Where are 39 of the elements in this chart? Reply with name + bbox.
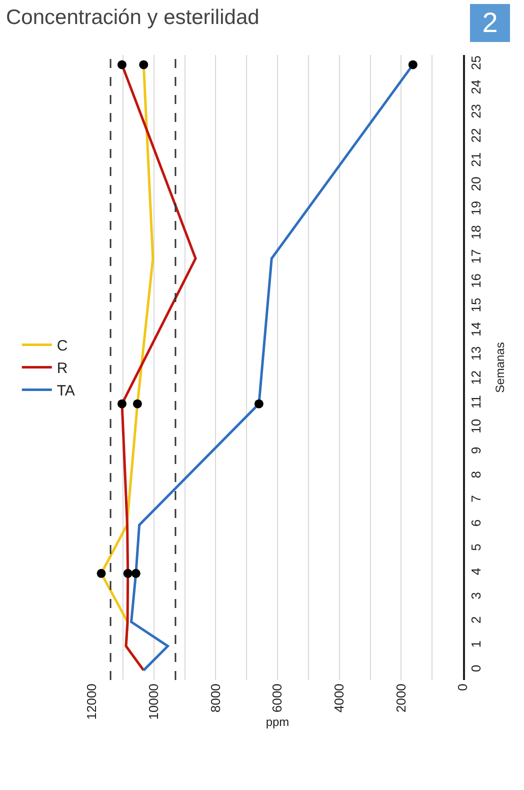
y-tick-label: 0 bbox=[468, 664, 484, 672]
x-tick-label: 8000 bbox=[208, 684, 223, 713]
y-tick-label: 11 bbox=[468, 395, 484, 409]
y-tick-label: 2 bbox=[468, 616, 484, 624]
y-tick-label: 16 bbox=[468, 274, 484, 288]
y-tick-label: 22 bbox=[468, 128, 484, 143]
y-axis-title: Semanas bbox=[493, 342, 507, 393]
y-tick-label: 1 bbox=[468, 640, 484, 648]
y-tick-label: 10 bbox=[468, 418, 484, 434]
y-tick-label: 7 bbox=[468, 495, 484, 502]
x-tick-label: 2000 bbox=[393, 684, 408, 713]
x-tick-label: 10000 bbox=[146, 684, 162, 720]
y-tick-label: 18 bbox=[468, 225, 484, 240]
legend-label: R bbox=[56, 360, 68, 378]
y-tick-label: 9 bbox=[468, 446, 484, 454]
y-tick-label: 8 bbox=[468, 470, 484, 478]
x-tick-label: 6000 bbox=[270, 684, 285, 713]
legend-label: C bbox=[56, 338, 68, 355]
y-tick-label: 4 bbox=[468, 568, 484, 576]
y-tick-label: 21 bbox=[468, 152, 484, 167]
y-tick-label: 20 bbox=[468, 176, 484, 192]
y-tick-label: 12 bbox=[468, 370, 484, 385]
y-tick-label: 15 bbox=[468, 298, 484, 312]
x-tick-label: 4000 bbox=[332, 684, 347, 713]
y-tick-label: 17 bbox=[468, 249, 484, 264]
y-tick-label: 3 bbox=[468, 592, 484, 600]
x-tick-label: 0 bbox=[455, 684, 470, 691]
legend-label: TA bbox=[56, 382, 75, 400]
y-tick-label: 14 bbox=[468, 322, 484, 336]
x-tick-label: 12000 bbox=[84, 684, 100, 720]
y-tick-label: 19 bbox=[468, 200, 484, 216]
y-tick-label: 13 bbox=[468, 346, 484, 361]
y-tick-label: 5 bbox=[468, 544, 484, 551]
y-tick-label: 24 bbox=[468, 80, 484, 94]
y-tick-label: 6 bbox=[468, 519, 484, 527]
x-axis-title: ppm bbox=[266, 715, 290, 729]
y-tick-label: 23 bbox=[468, 104, 484, 118]
y-tick-label: 25 bbox=[468, 56, 484, 70]
chart-title: Concentración y esterilidad bbox=[6, 6, 260, 30]
